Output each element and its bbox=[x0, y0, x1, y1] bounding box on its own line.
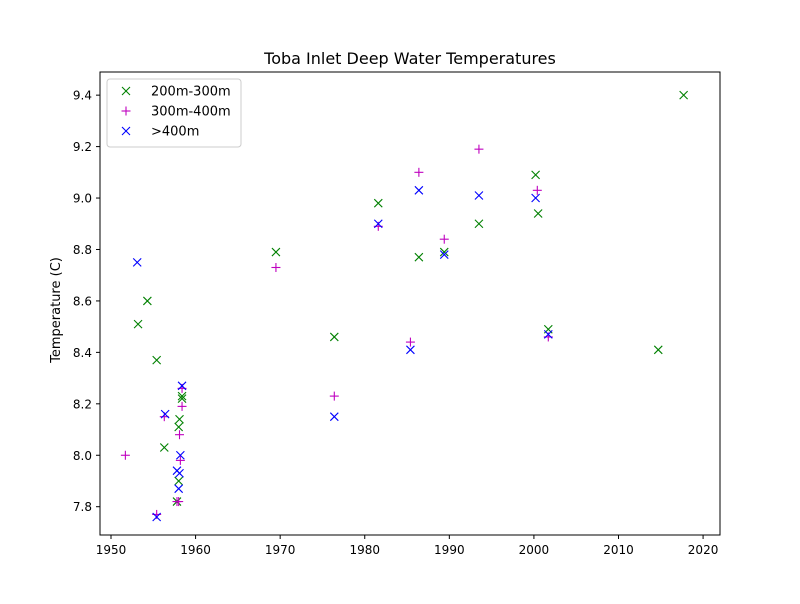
data-point-series-1 bbox=[175, 430, 185, 440]
x-tick-label: 2020 bbox=[688, 543, 719, 557]
data-point-series-2 bbox=[152, 512, 162, 522]
y-tick-label: 9.4 bbox=[73, 89, 92, 103]
x-tick-label: 1950 bbox=[96, 543, 127, 557]
data-point-series-0 bbox=[653, 345, 663, 355]
data-point-series-1 bbox=[177, 401, 187, 411]
data-point-series-0 bbox=[142, 296, 152, 306]
legend: 200m-300m 300m-400m >400m bbox=[106, 78, 242, 148]
data-point-series-2 bbox=[175, 450, 185, 460]
x-tick-label: 1980 bbox=[349, 543, 380, 557]
plot-area-frame bbox=[99, 71, 721, 536]
legend-item: >400m bbox=[121, 125, 199, 140]
data-point-series-1 bbox=[474, 144, 484, 154]
data-point-series-2 bbox=[373, 219, 383, 229]
data-point-series-0 bbox=[177, 391, 187, 401]
y-tick-label: 8.4 bbox=[73, 346, 92, 360]
y-tick-label: 8.2 bbox=[73, 397, 92, 411]
data-point-series-2 bbox=[474, 191, 484, 200]
y-axis-label: Temperature (C) bbox=[49, 257, 64, 364]
data-point-series-0 bbox=[152, 355, 162, 365]
data-points bbox=[120, 90, 689, 522]
data-point-series-1 bbox=[414, 167, 424, 177]
data-point-series-0 bbox=[159, 443, 169, 452]
x-tick-label: 1960 bbox=[180, 543, 211, 557]
legend-item: 300m-400m bbox=[121, 105, 231, 120]
data-point-series-0 bbox=[439, 247, 449, 257]
y-tick-label: 8.8 bbox=[73, 243, 92, 257]
y-tick-label: 9.2 bbox=[73, 140, 92, 154]
y-tick-label: 7.8 bbox=[73, 500, 92, 514]
data-point-series-2 bbox=[329, 412, 339, 422]
data-point-series-0 bbox=[175, 414, 184, 424]
data-point-series-2 bbox=[175, 468, 184, 478]
axis-ticks: 1950 1960 1970 1980 1990 2000 2010 2020 7.8 8.0 8.… bbox=[73, 89, 718, 557]
legend-box bbox=[106, 78, 242, 148]
data-point-series-0 bbox=[329, 332, 339, 342]
data-point-series-1 bbox=[329, 391, 339, 401]
data-point-series-0 bbox=[679, 90, 689, 100]
data-point-series-0 bbox=[174, 476, 184, 486]
data-point-series-0 bbox=[533, 209, 543, 218]
data-point-series-1 bbox=[532, 185, 542, 195]
data-point-series-2 bbox=[174, 484, 184, 494]
x-tick-label: 2000 bbox=[519, 543, 550, 557]
data-point-series-2 bbox=[543, 329, 553, 339]
chart-title: Toba Inlet Deep Water Temperatures bbox=[263, 49, 556, 68]
legend-item: 200m-300m bbox=[121, 85, 231, 100]
data-point-series-2 bbox=[132, 257, 142, 267]
x-tick-label: 1970 bbox=[265, 543, 296, 557]
data-point-series-2 bbox=[531, 193, 540, 203]
data-point-series-2 bbox=[439, 250, 449, 260]
data-point-series-2 bbox=[406, 345, 415, 355]
y-tick-label: 8.0 bbox=[73, 449, 92, 463]
data-point-series-0 bbox=[271, 247, 281, 257]
data-point-series-0 bbox=[174, 422, 184, 432]
data-point-series-0 bbox=[474, 219, 484, 229]
x-tick-label: 2010 bbox=[603, 543, 634, 557]
data-point-series-1 bbox=[439, 234, 449, 244]
data-point-series-0 bbox=[177, 394, 187, 404]
legend-marker bbox=[121, 86, 131, 96]
data-point-series-1 bbox=[120, 450, 130, 460]
legend-label: 200m-300m bbox=[151, 85, 231, 100]
data-point-series-1 bbox=[405, 337, 415, 347]
y-tick-label: 9.0 bbox=[73, 192, 92, 206]
data-point-series-0 bbox=[133, 319, 143, 329]
data-point-series-2 bbox=[160, 409, 170, 419]
legend-label: >400m bbox=[151, 125, 199, 140]
data-point-series-0 bbox=[414, 252, 424, 262]
y-tick-label: 8.6 bbox=[73, 294, 92, 308]
data-point-series-1 bbox=[175, 455, 185, 465]
legend-label: 300m-400m bbox=[151, 105, 231, 120]
legend-marker bbox=[121, 106, 131, 116]
legend-marker bbox=[121, 126, 131, 136]
data-point-series-1 bbox=[271, 262, 281, 272]
data-point-series-2 bbox=[177, 381, 187, 391]
x-tick-label: 1990 bbox=[434, 543, 465, 557]
data-point-series-2 bbox=[414, 185, 424, 195]
data-point-series-1 bbox=[174, 497, 184, 507]
data-point-series-0 bbox=[373, 198, 383, 208]
data-point-series-0 bbox=[531, 170, 540, 180]
